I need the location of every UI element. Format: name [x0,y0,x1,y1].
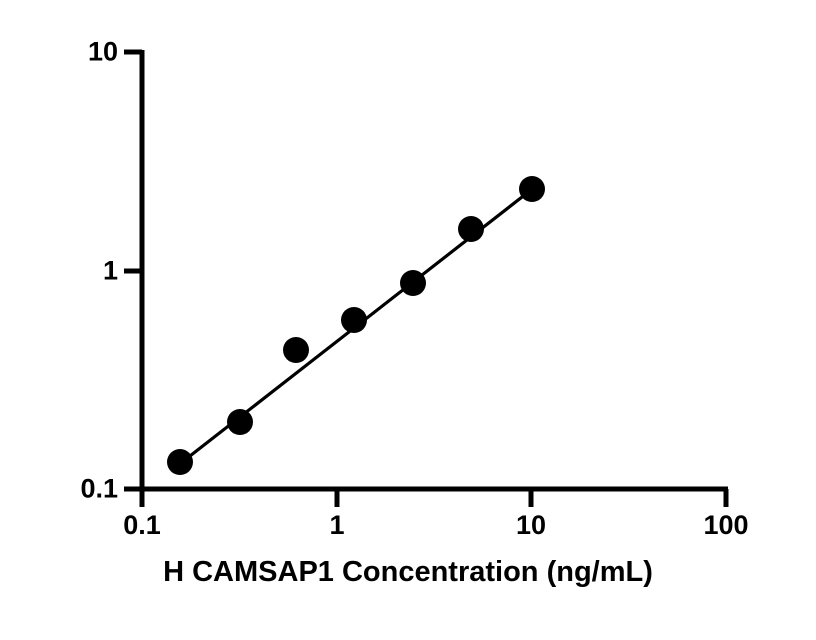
data-point [341,307,367,333]
data-point [227,409,253,435]
y-tick-label-0-1: 0.1 [80,473,118,504]
data-point [400,270,426,296]
x-tick-label-100: 100 [703,510,749,540]
data-point [458,216,484,242]
x-tick-label-10: 10 [515,510,547,540]
data-point [167,449,193,475]
x-tick-label-0-1: 0.1 [123,510,161,540]
y-axis-title: OD450nm [0,120,1,320]
y-tick-label-1: 1 [102,255,118,286]
y-tick-label-10: 10 [87,36,118,67]
x-axis-title: H CAMSAP1 Concentration (ng/mL) [163,556,653,588]
data-point [519,176,545,202]
x-tick-label-1: 1 [329,510,345,540]
data-point [283,337,309,363]
